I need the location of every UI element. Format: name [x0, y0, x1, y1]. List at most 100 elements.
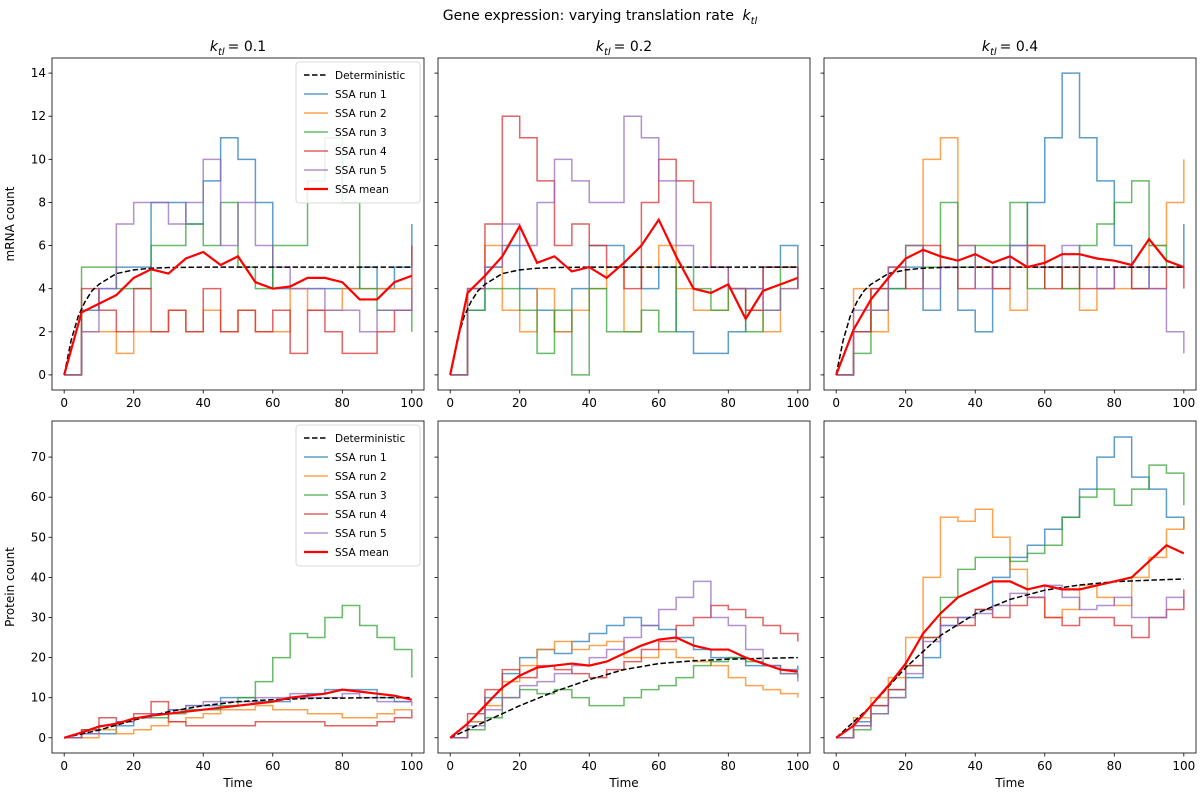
legend-label: SSA mean — [335, 547, 389, 559]
x-tick-label: 60 — [265, 759, 280, 773]
title-subscript: tl — [990, 47, 997, 58]
series-ssa-run-4 — [64, 700, 413, 739]
y-tick-label: 6 — [38, 239, 46, 253]
y-tick-label: 8 — [38, 195, 46, 209]
y-tick-label: 20 — [31, 651, 46, 665]
plot-area — [835, 436, 1185, 739]
suptitle-text: Gene expression: varying translation rat… — [443, 8, 734, 24]
y-tick-label: 70 — [31, 450, 46, 464]
series-deterministic — [64, 696, 412, 739]
plot-area — [63, 604, 413, 739]
x-tick-label: 100 — [786, 759, 809, 773]
title-symbol: k — [982, 39, 991, 55]
x-tick-label: 40 — [196, 396, 211, 410]
y-tick-label: 50 — [31, 530, 46, 544]
x-axis-label: Time — [608, 776, 638, 790]
title-value: = 0.4 — [1000, 39, 1039, 55]
x-tick-label: 0 — [60, 759, 68, 773]
x-tick-label: 20 — [126, 396, 141, 410]
series-ssa-run-5 — [450, 580, 799, 739]
series-ssa-mean — [63, 688, 413, 739]
title-subscript: tl — [218, 47, 225, 58]
x-tick-label: 20 — [898, 759, 913, 773]
x-tick-label: 20 — [126, 759, 141, 773]
series-ssa-run-4 — [64, 245, 413, 376]
series-ssa-run-3 — [836, 180, 1184, 376]
x-tick-label: 60 — [265, 396, 280, 410]
title-symbol: k — [596, 39, 605, 55]
panel-title: ktl = 0.1 — [210, 39, 266, 58]
series-deterministic — [63, 266, 412, 376]
legend-label: Deterministic — [335, 70, 405, 82]
axes-frame — [823, 420, 1197, 754]
y-tick-label: 2 — [38, 325, 46, 339]
y-tick-label: 10 — [31, 152, 46, 166]
y-tick-label: 12 — [31, 109, 46, 123]
legend-label: SSA run 2 — [335, 108, 387, 120]
x-tick-label: 100 — [786, 396, 809, 410]
plot-area — [449, 115, 799, 376]
x-tick-label: 40 — [582, 396, 597, 410]
series-ssa-mean — [835, 543, 1185, 739]
title-value: = 0.2 — [614, 39, 652, 55]
x-tick-label: 80 — [1107, 396, 1122, 410]
y-tick-label: 60 — [31, 490, 46, 504]
panel-title: ktl = 0.4 — [982, 39, 1038, 58]
x-tick-label: 40 — [582, 759, 597, 773]
x-tick-label: 0 — [60, 396, 68, 410]
x-tick-label: 20 — [898, 396, 913, 410]
legend-label: SSA run 5 — [335, 165, 387, 177]
plot-area — [835, 72, 1185, 376]
series-ssa-mean — [449, 217, 799, 376]
subplot-4: 0 20 40 60 80 100 0 10 20 30 40 50 60 70 Protein count… — [3, 420, 425, 790]
x-tick-label: 60 — [651, 759, 666, 773]
figure-suptitle: Gene expression: varying translation rat… — [443, 8, 758, 27]
x-tick-label: 100 — [1172, 759, 1195, 773]
x-tick-label: 80 — [721, 759, 736, 773]
x-tick-label: 0 — [832, 759, 840, 773]
series-ssa-run-4 — [450, 604, 799, 739]
y-tick-label: 4 — [38, 282, 46, 296]
axes-frame — [437, 420, 811, 754]
x-axis-label: Time — [222, 776, 252, 790]
legend-frame — [295, 424, 421, 567]
series-deterministic — [449, 656, 798, 739]
x-tick-label: 40 — [968, 759, 983, 773]
x-tick-label: 20 — [512, 759, 527, 773]
x-tick-label: 40 — [968, 396, 983, 410]
axes-frame — [823, 57, 1197, 391]
subplot-3: 0 20 40 60 80 100 ktl = 0.4 — [820, 39, 1197, 410]
legend-label: SSA run 1 — [335, 452, 387, 464]
series-ssa-run-5 — [450, 115, 799, 376]
series-ssa-run-5 — [64, 158, 413, 376]
y-tick-label: 14 — [31, 66, 46, 80]
legend-label: SSA run 4 — [335, 146, 387, 158]
series-deterministic — [449, 266, 798, 376]
legend-label: SSA run 4 — [335, 509, 387, 521]
x-tick-label: 80 — [335, 759, 350, 773]
legend-label: SSA mean — [335, 184, 389, 196]
legend-frame — [295, 61, 421, 204]
y-tick-label: 40 — [31, 570, 46, 584]
y-tick-label: 0 — [38, 368, 46, 382]
legend-label: SSA run 3 — [335, 490, 387, 502]
y-tick-label: 30 — [31, 610, 46, 624]
subplot-5: 0 20 40 60 80 100 Time — [434, 420, 811, 790]
plot-area — [63, 137, 413, 376]
x-tick-label: 80 — [335, 396, 350, 410]
series-ssa-run-2 — [836, 508, 1185, 739]
x-tick-label: 60 — [1037, 759, 1052, 773]
y-tick-label: 0 — [38, 731, 46, 745]
suptitle-subscript: tl — [751, 16, 758, 27]
series-deterministic — [835, 578, 1184, 739]
x-tick-label: 0 — [446, 396, 454, 410]
axes-frame — [437, 57, 811, 391]
x-axis-label: Time — [994, 776, 1024, 790]
suptitle-symbol: k — [742, 8, 751, 24]
axes-frame — [51, 420, 425, 754]
y-axis-label: mRNA count — [3, 186, 17, 261]
x-tick-label: 100 — [400, 759, 423, 773]
axes-frame — [51, 57, 425, 391]
